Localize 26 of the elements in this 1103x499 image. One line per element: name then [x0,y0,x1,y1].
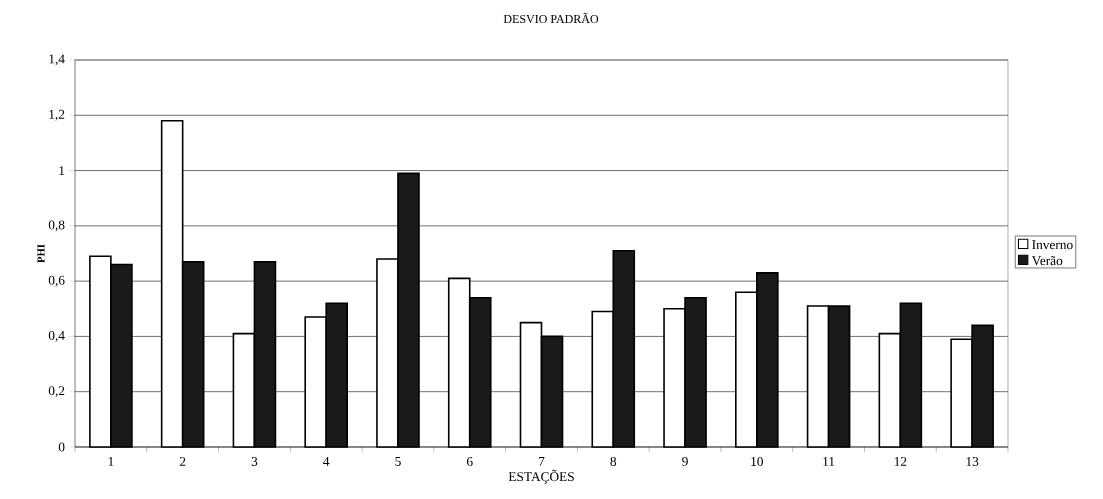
x-tick-label: 6 [466,457,473,466]
x-tick-label: 10 [751,457,763,467]
y-tick-label: 1 [59,166,65,175]
y-axis-title: PHI [37,244,45,263]
x-tick-label: 5 [395,457,401,466]
x-tick-label: 2 [179,457,186,466]
x-tick-label: 9 [682,457,688,466]
x-tick-label: 1 [108,457,114,466]
y-tick-label: 1,4 [49,54,65,66]
y-tick-label: 0,8 [48,220,65,232]
y-tick-label: 1,2 [49,109,65,121]
x-tick-label: 11 [823,457,835,466]
x-tick-label: 12 [894,457,907,466]
legend-label: Verão [1031,256,1063,266]
x-tick-label: 13 [966,457,979,466]
chart-title: DESVIO PADRÃO [503,12,599,24]
x-tick-label: 8 [610,457,617,467]
x-tick-label: 4 [323,457,330,466]
y-tick-label: 0,2 [48,386,65,398]
y-tick-label: 0,4 [48,330,65,342]
legend-label: Inverno [1032,240,1073,250]
x-tick-label: 7 [539,457,545,466]
x-tick-label: 3 [251,457,258,466]
y-tick-label: 0 [58,442,65,452]
y-tick-label: 0,6 [48,275,65,287]
x-axis-title: ESTAÇÕES [508,469,574,484]
